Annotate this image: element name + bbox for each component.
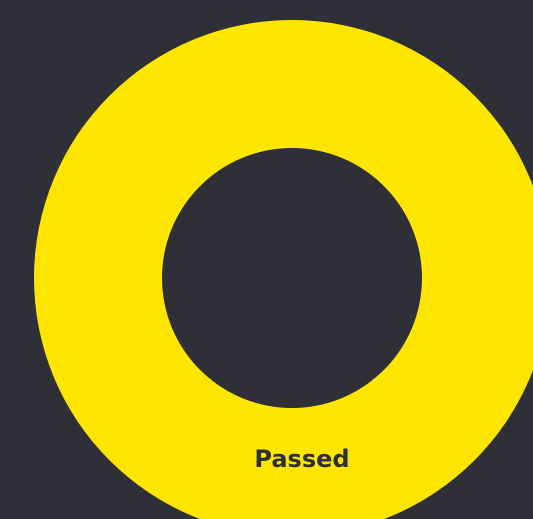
- donut-slice: [34, 20, 533, 519]
- slice-label: Passed: [254, 445, 349, 473]
